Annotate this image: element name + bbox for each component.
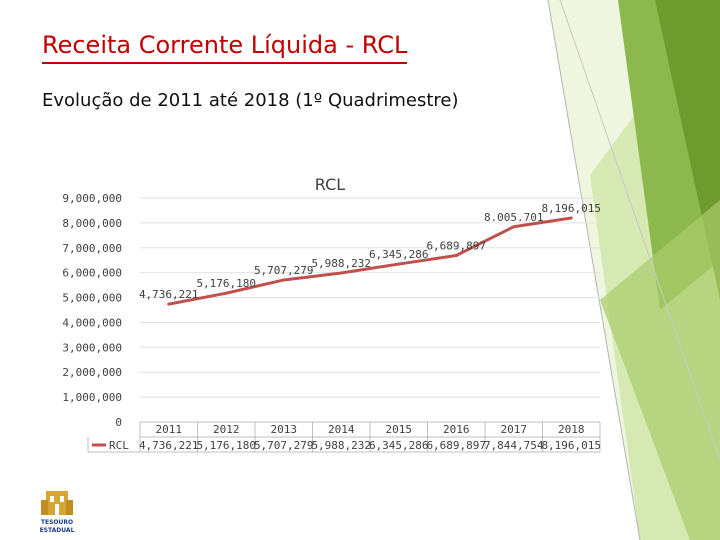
y-tick-label: 3,000,000 <box>62 341 122 354</box>
x-category-label: 2012 <box>213 423 240 436</box>
table-value-cell: 8,196,015 <box>541 439 601 452</box>
data-point <box>512 225 516 229</box>
data-point <box>224 291 228 295</box>
y-tick-label: 8,000,000 <box>62 217 122 230</box>
data-label: 8.005.701 <box>484 211 544 224</box>
data-point <box>167 302 171 306</box>
data-point <box>339 271 343 275</box>
data-label: 6,345,286 <box>369 248 429 261</box>
x-category-label: 2016 <box>443 423 470 436</box>
logo-line2: ESTADUAL <box>40 527 75 534</box>
table-value-cell: 6,345,286 <box>369 439 429 452</box>
x-category-label: 2014 <box>328 423 355 436</box>
x-category-label: 2013 <box>271 423 298 436</box>
y-tick-label: 6,000,000 <box>62 267 122 280</box>
chart-title: RCL <box>315 175 345 194</box>
data-point <box>569 216 573 220</box>
y-tick-label: 9,000,000 <box>62 192 122 205</box>
y-tick-label: 4,000,000 <box>62 316 122 329</box>
y-tick-label: 1,000,000 <box>62 391 122 404</box>
data-label: 5,707,279 <box>254 264 314 277</box>
x-category-label: 2015 <box>386 423 413 436</box>
data-point <box>397 262 401 266</box>
table-value-cell: 7,844,754 <box>484 439 544 452</box>
data-labels: 4,736,2215,176,1805,707,2795,988,2326,34… <box>139 202 601 301</box>
tesouro-estadual-logo: TESOURO ESTADUAL <box>40 491 75 534</box>
data-point <box>454 253 458 257</box>
y-tick-label: 2,000,000 <box>62 366 122 379</box>
table-value-cell: 6,689,897 <box>426 439 486 452</box>
x-category-label: 2011 <box>156 423 183 436</box>
logo-line1: TESOURO <box>41 519 73 526</box>
y-tick-label: 0 <box>115 416 122 429</box>
data-label: 8,196,015 <box>541 202 601 215</box>
table-value-cell: 5,988,232 <box>311 439 371 452</box>
table-value-cell: 4,736,221 <box>139 439 199 452</box>
chart-gridlines <box>140 197 600 423</box>
y-tick-label: 7,000,000 <box>62 242 122 255</box>
slide-subtitle: Evolução de 2011 até 2018 (1º Quadrimest… <box>42 90 459 111</box>
series-line-rcl <box>168 216 572 306</box>
data-table: 2011 2012 2013 2014 2015 2016 2017 2018 RCL 4,736… <box>87 421 601 453</box>
data-point <box>282 278 286 282</box>
legend-series-name: RCL <box>109 439 129 452</box>
x-category-label: 2018 <box>558 423 585 436</box>
slide-title: Receita Corrente Líquida - RCL <box>42 30 408 64</box>
y-tick-label: 5,000,000 <box>62 292 122 305</box>
data-label: 5,988,232 <box>311 257 371 270</box>
data-label: 4,736,221 <box>139 288 199 301</box>
table-value-cell: 5,176,180 <box>196 439 256 452</box>
data-label: 5,176,180 <box>196 277 256 290</box>
x-category-label: 2017 <box>501 423 528 436</box>
data-label: 6,689,897 <box>426 239 486 252</box>
y-axis-ticks: 9,000,000 8,000,000 7,000,000 6,000,000 5,00… <box>62 192 122 429</box>
table-value-cell: 5,707,279 <box>254 439 314 452</box>
chart-series <box>167 216 573 306</box>
